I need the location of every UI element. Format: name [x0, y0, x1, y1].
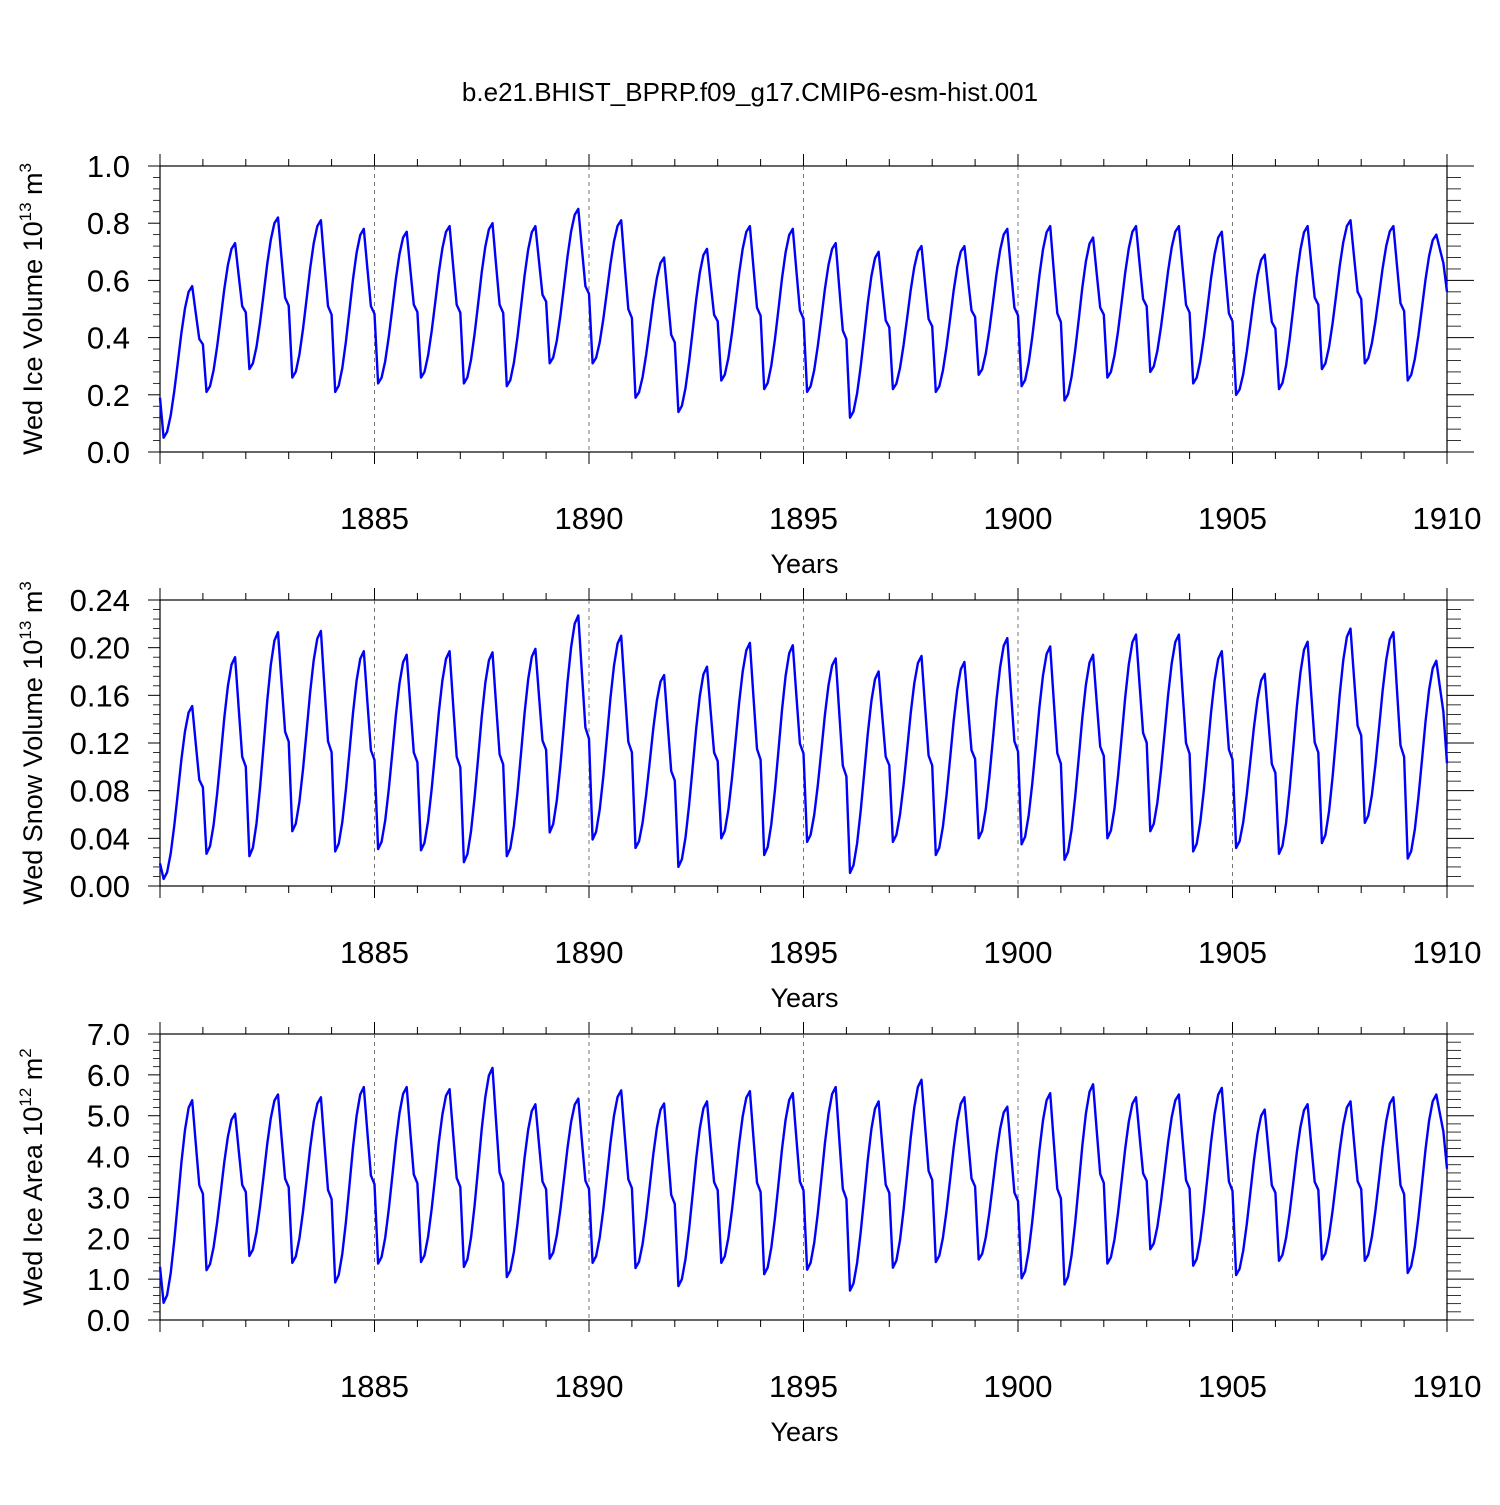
snow-volume-series-line [158, 614, 1449, 881]
ice-volume-xtick-label: 1905 [1198, 501, 1267, 536]
snow-volume-panel: 1885 1890 1895 1900 1905 1910 Years 0.00 0.04 0.0… [16, 581, 1481, 1013]
ice-area-xtick-label: 1900 [984, 1369, 1053, 1404]
ice-volume-ytick-label: 0.6 [87, 263, 130, 298]
snow-volume-ytick-label: 0.20 [70, 631, 130, 666]
ice-volume-xlabel: Years [770, 549, 838, 579]
ice-area-xtick-label: 1890 [555, 1369, 624, 1404]
snow-volume-ytick-label: 0.24 [70, 583, 130, 618]
ice-area-ytick-label: 1.0 [87, 1262, 130, 1297]
snow-volume-ylabel: Wed Snow Volume 1013 m3 [16, 581, 48, 905]
ice-area-ytick-label: 7.0 [87, 1017, 130, 1052]
ice-volume-xtick-label: 1910 [1413, 501, 1482, 536]
snow-volume-ytick-label: 0.04 [70, 821, 130, 856]
ice-area-xtick-label: 1905 [1198, 1369, 1267, 1404]
ice-volume-ytick-label: 0.4 [87, 321, 130, 356]
snow-volume-ytick-label: 0.08 [70, 774, 130, 809]
ice-volume-ytick-label: 0.0 [87, 435, 130, 470]
ice-volume-xtick-label: 1895 [769, 501, 838, 536]
ice-area-ytick-label: 3.0 [87, 1180, 130, 1215]
ice-area-ytick-label: 0.0 [87, 1303, 130, 1338]
ice-area-xtick-label: 1885 [340, 1369, 409, 1404]
snow-volume-xtick-label: 1885 [340, 935, 409, 970]
ice-area-ytick-label: 4.0 [87, 1140, 130, 1175]
snow-volume-xlabel: Years [770, 983, 838, 1013]
ice-volume-ytick-label: 0.2 [87, 378, 130, 413]
ice-area-panel: 1885 1890 1895 1900 1905 1910 Years 0.0 1.0 2.0 3.… [16, 1017, 1481, 1447]
snow-volume-ytick-label: 0.12 [70, 726, 130, 761]
ice-area-ytick-label: 2.0 [87, 1221, 130, 1256]
snow-volume-ytick-label: 0.00 [70, 869, 130, 904]
ice-volume-panel: 1885 1890 1895 1900 1905 1910 Years 0.0 0.2 0.4 0.… [16, 149, 1481, 579]
ice-volume-xtick-label: 1890 [555, 501, 624, 536]
ice-area-xtick-label: 1910 [1413, 1369, 1482, 1404]
ice-area-ytick-label: 6.0 [87, 1058, 130, 1093]
snow-volume-xtick-label: 1910 [1413, 935, 1482, 970]
ice-volume-ytick-label: 1.0 [87, 149, 130, 184]
ice-volume-ylabel: Wed Ice Volume 1013 m3 [16, 163, 48, 455]
ice-volume-series-line [158, 207, 1449, 439]
figure-title: b.e21.BHIST_BPRP.f09_g17.CMIP6-esm-hist.… [462, 77, 1038, 107]
ice-volume-xtick-label: 1900 [984, 501, 1053, 536]
snow-volume-xtick-label: 1905 [1198, 935, 1267, 970]
ice-area-ylabel: Wed Ice Area 1012 m2 [16, 1048, 48, 1306]
ice-volume-ytick-label: 0.8 [87, 206, 130, 241]
ice-area-xlabel: Years [770, 1417, 838, 1447]
snow-volume-xtick-label: 1895 [769, 935, 838, 970]
ice-area-ytick-label: 5.0 [87, 1099, 130, 1134]
snow-volume-xtick-label: 1900 [984, 935, 1053, 970]
snow-volume-ytick-label: 0.16 [70, 678, 130, 713]
ice-area-series-line [158, 1066, 1449, 1304]
snow-volume-xtick-label: 1890 [555, 935, 624, 970]
ice-area-xtick-label: 1895 [769, 1369, 838, 1404]
ice-volume-xtick-label: 1885 [340, 501, 409, 536]
